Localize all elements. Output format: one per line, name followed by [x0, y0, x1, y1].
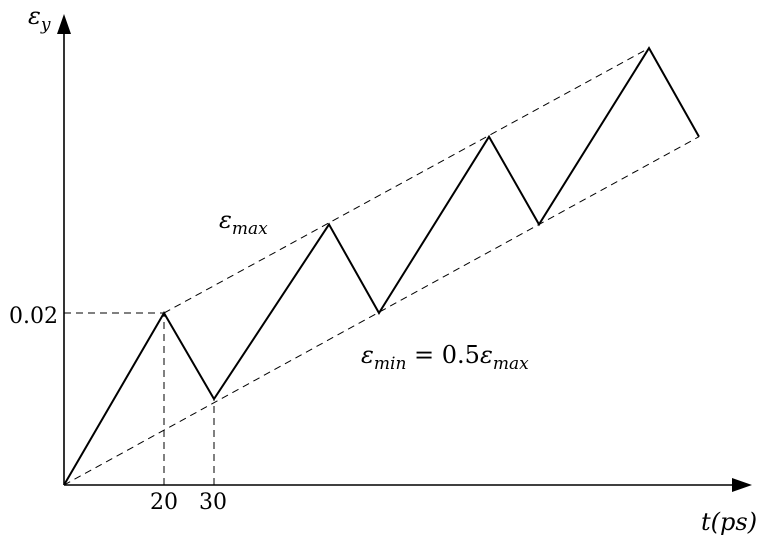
emax-envelope-line [163, 47, 650, 314]
series-group [63, 46, 700, 486]
envelope-lines [63, 47, 700, 486]
x-tick-label-30: 30 [199, 490, 227, 515]
x-tick-label-20: 20 [150, 490, 178, 515]
emax-label: εmax [219, 206, 268, 239]
guide-lines [64, 312, 215, 485]
y-axis-label: εy [28, 2, 51, 35]
y-tick-label: 0.02 [9, 304, 58, 329]
x-axis-label: t(ps) [701, 508, 757, 536]
strain-series-line [63, 46, 700, 486]
x-axis-arrow [732, 478, 752, 492]
emin-label: εmin = 0.5εmax [361, 341, 529, 374]
y-axis-arrow [57, 14, 71, 34]
